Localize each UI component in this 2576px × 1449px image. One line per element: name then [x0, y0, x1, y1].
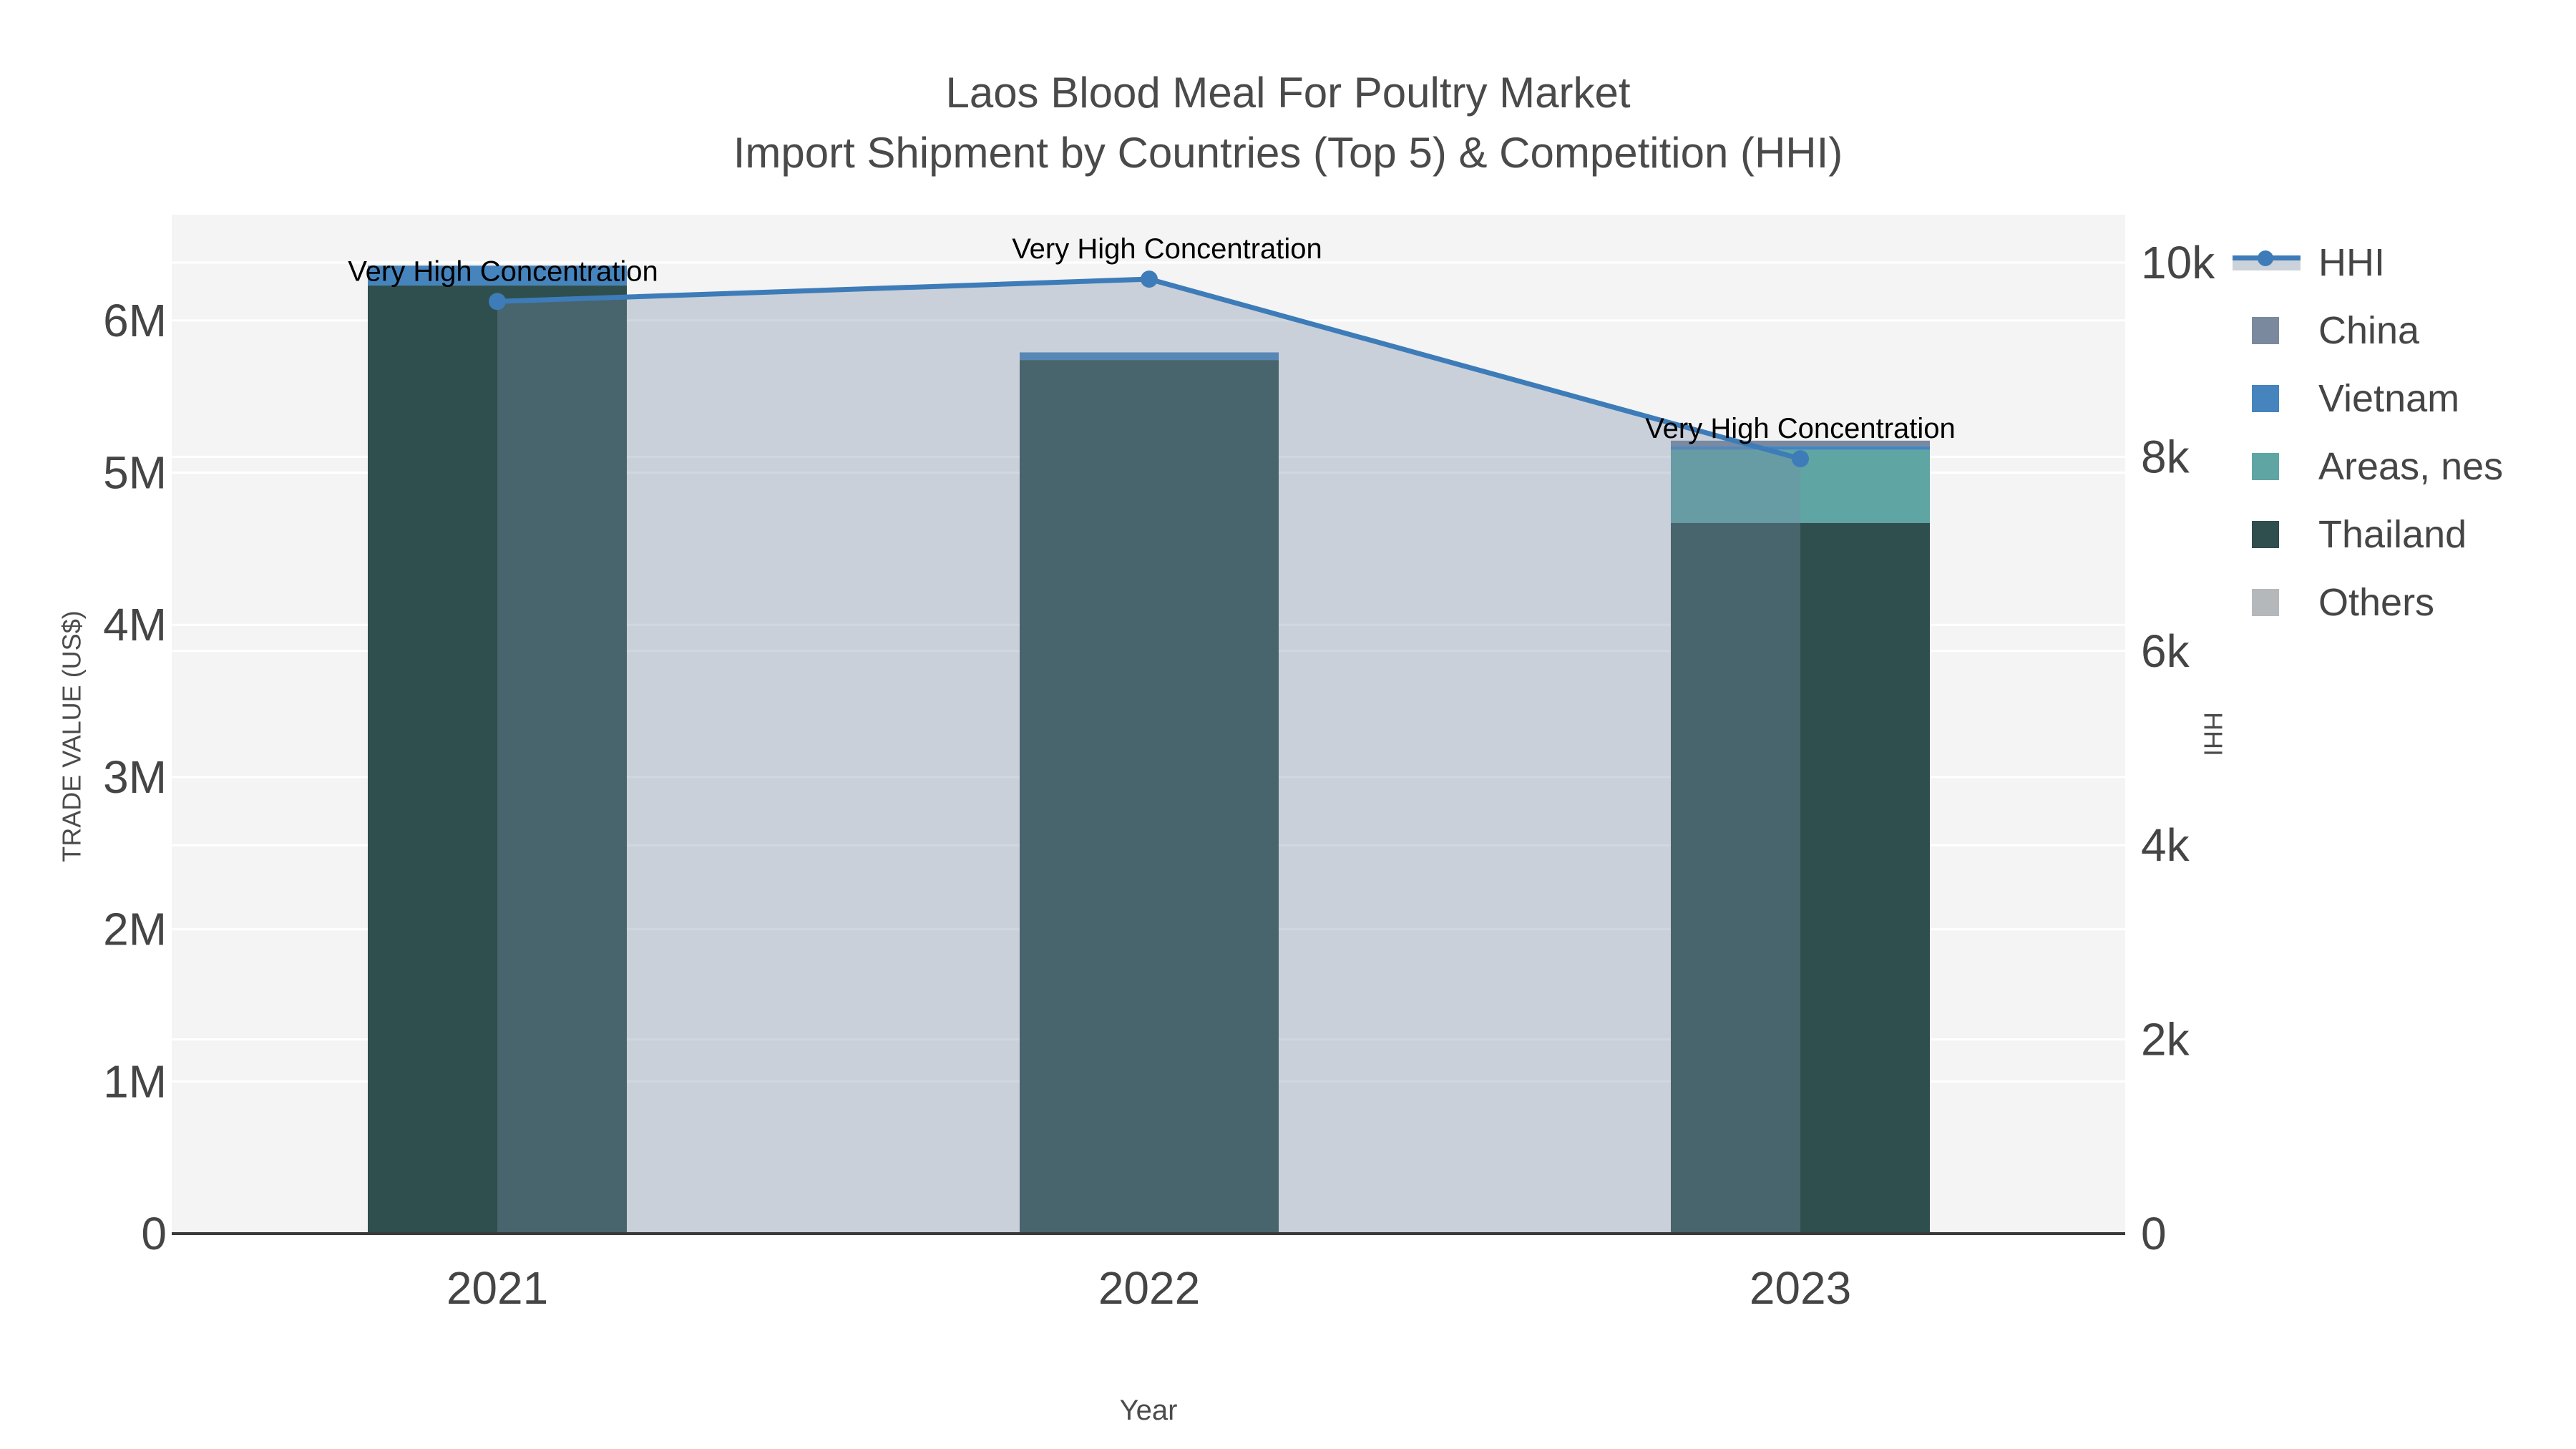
y-right-tick-0: 0: [2141, 1208, 2167, 1259]
x-tick-2022: 2022: [1098, 1262, 1200, 1314]
annotation-2021: Very High Concentration: [348, 255, 658, 287]
china-color-swatch: [2252, 316, 2279, 344]
bar-segment-vietnam-2023: [1671, 446, 1930, 450]
hhi-marker-2021: [489, 293, 506, 311]
hhi-marker-dot-icon: [2258, 250, 2273, 266]
bar-segment-china-2023: [1671, 440, 1930, 447]
y-left-tick-4M: 4M: [103, 599, 167, 650]
legend-glyph-thailand: [2233, 520, 2310, 549]
y-right-axis-title: HHI: [2199, 712, 2228, 756]
x-tick-2023: 2023: [1750, 1262, 1851, 1314]
y-right-tick-2k: 2k: [2141, 1014, 2190, 1065]
thailand-color-swatch: [2252, 520, 2279, 548]
legend-label-hhi: HHI: [2318, 240, 2385, 284]
legend-item-thailand[interactable]: Thailand: [2233, 500, 2503, 568]
legend-label-china: China: [2318, 308, 2420, 352]
annotation-2022: Very High Concentration: [1012, 233, 1322, 265]
hhi-marker-2022: [1141, 270, 1158, 288]
bar-segment-vietnam-2021: [368, 265, 627, 286]
legend-label-others: Others: [2318, 580, 2435, 624]
legend-label-thailand: Thailand: [2318, 512, 2467, 556]
legend: HHI China Vietnam Areas, nes Thailand Ot…: [2233, 228, 2503, 636]
legend-item-vietnam[interactable]: Vietnam: [2233, 364, 2503, 432]
y-left-tick-3M: 3M: [103, 751, 167, 803]
bar-segment-thailand-2021: [368, 285, 627, 1234]
y-left-tick-6M: 6M: [103, 295, 167, 346]
legend-glyph-vietnam: [2233, 384, 2310, 413]
bar-segment-vietnam-2022: [1020, 352, 1279, 361]
legend-glyph-areas-nes: [2233, 452, 2310, 481]
legend-item-china[interactable]: China: [2233, 296, 2503, 364]
legend-item-others[interactable]: Others: [2233, 568, 2503, 636]
y-right-tick-8k: 8k: [2141, 431, 2190, 482]
legend-glyph-others: [2233, 588, 2310, 617]
hhi-area-fill: [497, 279, 1800, 1234]
legend-label-areas-nes: Areas, nes: [2318, 444, 2504, 488]
y-right-tick-10k: 10k: [2141, 237, 2215, 288]
bar-segment-thailand-2022: [1020, 360, 1279, 1234]
hhi-marker-2023: [1792, 450, 1809, 468]
hhi-line-area-icon: [2233, 248, 2301, 277]
legend-label-vietnam: Vietnam: [2318, 376, 2460, 420]
x-axis-title: Year: [1120, 1395, 1178, 1426]
legend-glyph-china: [2233, 316, 2310, 345]
areas-nes-color-swatch: [2252, 452, 2279, 480]
legend-item-hhi[interactable]: HHI: [2233, 228, 2503, 296]
chart-title-line2: Import Shipment by Countries (Top 5) & C…: [733, 129, 1843, 177]
y-left-tick-2M: 2M: [103, 904, 167, 955]
y-left-axis-title: TRADE VALUE (US$): [57, 610, 87, 862]
x-tick-2021: 2021: [447, 1262, 548, 1314]
vietnam-color-swatch: [2252, 384, 2279, 412]
y-right-tick-4k: 4k: [2141, 819, 2190, 871]
chart-title-line1: Laos Blood Meal For Poultry Market: [945, 69, 1631, 117]
y-left-tick-0: 0: [141, 1208, 167, 1259]
annotation-2023: Very High Concentration: [1645, 413, 1956, 444]
y-right-tick-6k: 6k: [2141, 625, 2190, 677]
others-color-swatch: [2252, 588, 2279, 616]
hhi-legend-glyph: [2233, 248, 2310, 277]
y-left-tick-1M: 1M: [103, 1055, 167, 1107]
bar-segment-thailand-2023: [1671, 522, 1930, 1234]
legend-item-areas-nes[interactable]: Areas, nes: [2233, 432, 2503, 500]
y-left-tick-5M: 5M: [103, 447, 167, 499]
